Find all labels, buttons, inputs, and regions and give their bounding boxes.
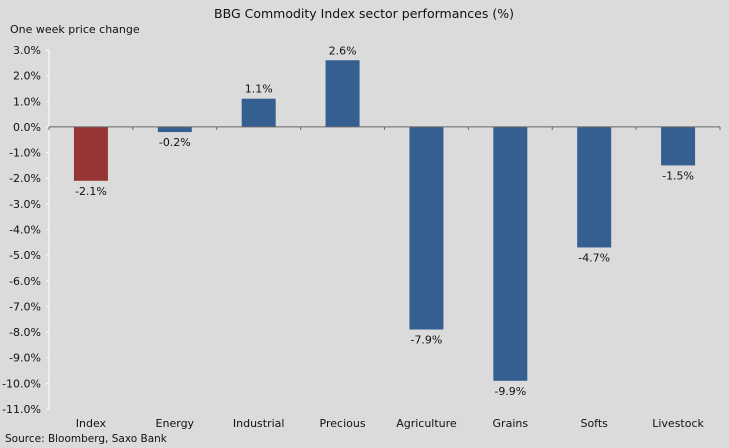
data-label: 2.6% <box>329 44 357 57</box>
y-tick-label: -3.0% <box>9 198 41 211</box>
y-tick-label: 3.0% <box>13 44 41 57</box>
y-tick-label: -8.0% <box>9 326 41 339</box>
bar-energy <box>157 126 192 133</box>
x-tick-label: Agriculture <box>396 417 457 430</box>
bar-industrial <box>241 98 276 127</box>
y-tick-label: -2.0% <box>9 172 41 185</box>
bar-softs <box>577 126 612 248</box>
y-tick-label: -9.0% <box>9 352 41 365</box>
chart-title: BBG Commodity Index sector performances … <box>214 6 514 21</box>
x-tick-label: Industrial <box>233 417 285 430</box>
y-tick-label: 2.0% <box>13 70 41 83</box>
x-tick-label: Livestock <box>652 417 704 430</box>
data-label: -1.5% <box>662 169 694 182</box>
y-tick-label: -6.0% <box>9 275 41 288</box>
bar-livestock <box>661 126 696 166</box>
y-tick-label: -1.0% <box>9 147 41 160</box>
data-label: -0.2% <box>159 136 191 149</box>
bar-precious <box>325 60 360 127</box>
x-tick-label: Precious <box>320 417 366 430</box>
x-tick-label: Index <box>76 417 107 430</box>
y-tick-label: -10.0% <box>2 377 41 390</box>
data-label: -9.9% <box>494 385 526 398</box>
bar-grains <box>493 126 528 381</box>
x-tick-label: Grains <box>493 417 529 430</box>
bar-index <box>73 126 108 181</box>
y-axis-label: One week price change <box>10 23 140 36</box>
source-note: Source: Bloomberg, Saxo Bank <box>5 433 168 445</box>
data-label: -2.1% <box>75 185 107 198</box>
data-label: 1.1% <box>245 83 273 96</box>
data-label: -7.9% <box>410 334 442 347</box>
x-tick-label: Energy <box>156 417 195 430</box>
y-tick-label: -7.0% <box>9 300 41 313</box>
y-tick-label: 0.0% <box>13 121 41 134</box>
y-tick-label: -5.0% <box>9 249 41 262</box>
y-tick-label: 1.0% <box>13 95 41 108</box>
y-tick-label: -4.0% <box>9 224 41 237</box>
x-tick-label: Softs <box>580 417 608 430</box>
bar-agriculture <box>409 126 444 330</box>
y-tick-label: -11.0% <box>2 403 41 416</box>
data-label: -4.7% <box>578 251 610 264</box>
